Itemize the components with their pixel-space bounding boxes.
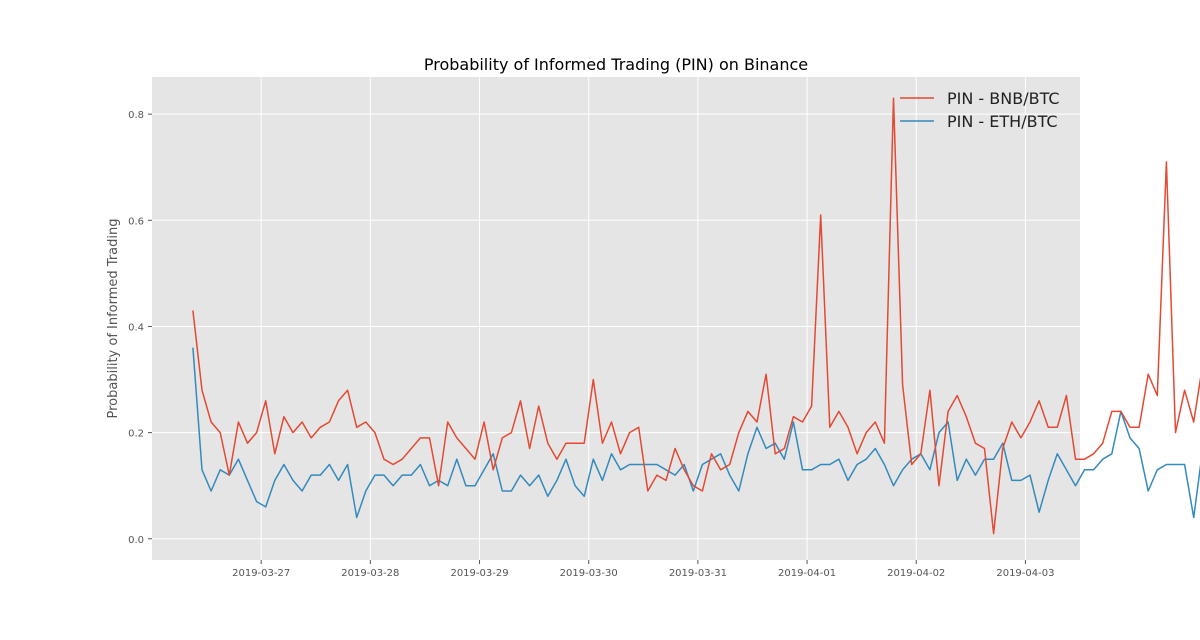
y-axis: 0.0 0.2 0.4 0.6 0.8 — [128, 110, 152, 546]
series-line-bnb-btc — [192, 97, 1200, 535]
series-lines — [192, 97, 1200, 535]
x-tick-label: 2019-03-29 — [450, 568, 508, 579]
y-tick-label: 0.0 — [128, 535, 144, 546]
legend: PIN - BNB/BTC PIN - ETH/BTC — [900, 89, 1060, 131]
grid — [152, 77, 1080, 560]
y-tick-label: 0.8 — [128, 110, 144, 121]
plot-area — [152, 77, 1080, 560]
chart-title: Probability of Informed Trading (PIN) on… — [424, 55, 808, 74]
x-axis: 2019-03-27 2019-03-28 2019-03-29 2019-03-30… — [232, 560, 1054, 579]
y-axis-label: Probability of Informed Trading — [106, 219, 121, 419]
legend-label-eth: PIN - ETH/BTC — [947, 112, 1058, 131]
x-tick-label: 2019-03-31 — [669, 568, 727, 579]
x-tick-label: 2019-04-01 — [778, 568, 836, 579]
y-tick-label: 0.6 — [128, 216, 144, 227]
x-tick-label: 2019-04-03 — [996, 568, 1054, 579]
x-tick-label: 2019-04-02 — [887, 568, 945, 579]
legend-label-bnb: PIN - BNB/BTC — [947, 89, 1060, 108]
y-tick-label: 0.2 — [128, 429, 144, 440]
x-tick-label: 2019-03-27 — [232, 568, 290, 579]
series-line-eth-btc — [192, 347, 1200, 519]
x-tick-label: 2019-03-30 — [560, 568, 618, 579]
x-tick-label: 2019-03-28 — [341, 568, 399, 579]
y-tick-label: 0.4 — [128, 322, 144, 333]
